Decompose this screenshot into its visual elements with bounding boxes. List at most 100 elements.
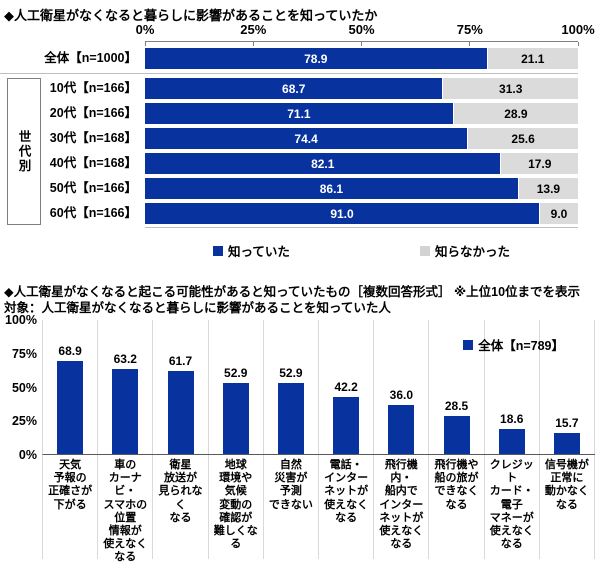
- bar-column: 28.5: [429, 320, 485, 454]
- segment-value-label: 91.0: [330, 206, 354, 221]
- bar-column: 15.7: [540, 320, 596, 454]
- bar-category-label: 自然 災害が 予測 できない: [264, 455, 320, 559]
- plot-bottom-border: [145, 227, 578, 228]
- bar-category-label: 信号機が 正常に 動かなく なる: [540, 455, 596, 559]
- category-labels-row: 天気 予報の 正確さが 下がる 車の カーナビ・ スマホの 位置 情報が 使えなく…: [42, 455, 596, 562]
- stacked-bar-row: 60代【n=166】 91.0 9.0: [0, 203, 578, 224]
- bar-value-label: 63.2: [113, 351, 137, 366]
- vertical-bar: [333, 397, 360, 454]
- segment-value-label: 13.9: [536, 181, 561, 196]
- segment-value-label: 86.1: [319, 181, 344, 196]
- row-category-label: 30代【n=168】: [49, 131, 137, 145]
- vertical-bar: [498, 428, 525, 454]
- legend-item-unknown: 知らなかった: [419, 241, 510, 260]
- y-axis-tick-label: 50%: [11, 380, 37, 395]
- row-category-label: 40代【n=168】: [49, 156, 137, 170]
- unknown-swatch-icon: [419, 245, 430, 256]
- segment-value-label: 9.0: [550, 206, 568, 221]
- stacked-bar-row: 30代【n=168】 74.4 25.6: [0, 128, 578, 149]
- stacked-bar-chart-section: ◆人工衛星がなくなると暮らしに影響があることを知っていたか 0% 25% 50% 75…: [0, 0, 600, 278]
- x-axis-tick-label: 0%: [135, 22, 155, 37]
- x-axis-tick-mark: [577, 42, 579, 46]
- stacked-bar-row: 40代【n=168】 82.1 17.9: [0, 153, 578, 174]
- bar-column: 36.0: [374, 320, 430, 454]
- bar-column: 18.6: [485, 320, 540, 454]
- generation-group-label: 世代別: [16, 129, 31, 174]
- row-category-label: 50代【n=166】: [49, 181, 137, 195]
- bar-value-label: 68.9: [58, 344, 82, 358]
- bar-segment-unknown: 17.9: [500, 153, 578, 174]
- bar-segment-unknown: 13.9: [517, 178, 578, 199]
- row-bar-track: 68.7 31.3: [145, 78, 578, 99]
- bar-value-label: 18.6: [500, 411, 524, 426]
- stacked-bar-rows: 全体【n=1000】 78.9 21.1 10代【n=166】 68.7 31.3 20代【…: [0, 48, 578, 228]
- bar-category-label: 車の カーナビ・ スマホの 位置 情報が 使えなく なる: [98, 455, 154, 562]
- bar-category-label: 天気 予報の 正確さが 下がる: [43, 455, 99, 559]
- bar-column: 52.9: [209, 320, 264, 454]
- bar-category-label: 飛行機や 船の旅が できなく なる: [429, 455, 485, 559]
- row-bar-track: 74.4 25.6: [145, 128, 578, 149]
- legend-label-known: 知っていた: [228, 245, 290, 259]
- row-bar-track: 86.1 13.9: [145, 178, 578, 199]
- vertical-bars-plot: 68.9 63.2 61.7 52.9 52.9 42.2 36.0 28.5 18.6 15.7: [42, 320, 596, 455]
- x-axis-tick-mark: [361, 42, 362, 46]
- y-axis-tick-label: 25%: [11, 414, 37, 429]
- vertical-chart-subtitle: 対象：人工衛星がなくなると暮らしに影響があることを知っていた人: [4, 301, 391, 315]
- stacked-chart-title: ◆人工衛星がなくなると暮らしに影響があることを知っていたか: [4, 8, 378, 23]
- bar-segment-known: 78.9: [145, 48, 487, 69]
- bar-column: 52.9: [264, 320, 320, 454]
- stacked-bar-row: 10代【n=166】 68.7 31.3: [0, 78, 578, 99]
- bar-column: 42.2: [319, 320, 375, 454]
- segment-value-label: 28.9: [504, 106, 528, 121]
- vertical-bar: [277, 382, 304, 454]
- row-bar-track: 82.1 17.9: [145, 153, 578, 174]
- segment-value-label: 68.7: [282, 81, 306, 96]
- x-axis-tick-mark: [144, 42, 146, 46]
- row-category-label: 全体【n=1000】: [44, 51, 137, 65]
- bar-category-label: 地球 環境や 気候 変動の 確認が 難しくなる: [209, 455, 264, 559]
- row-bar-track: 78.9 21.1: [145, 48, 578, 69]
- segment-value-label: 21.1: [521, 51, 545, 66]
- segment-value-label: 82.1: [311, 156, 335, 171]
- stacked-bar-row: 全体【n=1000】 78.9 21.1: [0, 48, 578, 69]
- bar-value-label: 61.7: [168, 353, 193, 368]
- bar-segment-known: 91.0: [145, 203, 540, 224]
- x-axis-tick-label: 50%: [348, 22, 375, 37]
- legend-item-known: 知っていた: [213, 241, 290, 260]
- y-axis-tick-label: 75%: [11, 346, 37, 361]
- stacked-bar-row: 20代【n=166】 71.1 28.9: [0, 103, 578, 124]
- x-axis-tick-mark: [469, 42, 471, 46]
- row-category-label: 20代【n=166】: [49, 106, 137, 120]
- bar-segment-unknown: 9.0: [539, 203, 578, 224]
- bar-segment-known: 74.4: [145, 128, 468, 149]
- x-axis-tick-label: 25%: [240, 22, 267, 37]
- segment-value-label: 31.3: [499, 81, 523, 96]
- vertical-bar: [388, 405, 415, 454]
- bar-column: 68.9: [43, 320, 99, 454]
- vertical-bar: [443, 415, 470, 454]
- vertical-bar: [57, 361, 84, 454]
- bar-category-label: 電話・ インター ネットが 使えなく なる: [319, 455, 375, 559]
- x-axis-tick-labels: 0% 25% 50% 75% 100%: [136, 22, 595, 38]
- total-group-divider: [0, 73, 578, 74]
- bar-segment-known: 86.1: [145, 178, 518, 199]
- bar-category-label: クレジット カード・ 電子 マネーが 使えなく なる: [485, 455, 540, 559]
- y-axis-tick-label: 0%: [18, 448, 37, 462]
- bar-segment-unknown: 31.3: [442, 78, 578, 99]
- y-axis-tick-labels: 100% 75% 50% 25% 0%: [0, 313, 37, 462]
- vertical-bar-chart-section: ◆人工衛星がなくなると起こる可能性があると知っていたもの［複数回答形式］ ※上位…: [0, 278, 600, 562]
- row-category-label: 60代【n=166】: [49, 206, 137, 220]
- x-axis-tick-mark: [252, 42, 254, 46]
- bar-category-label: 飛行機内・ 船内で インター ネットが 使えなく なる: [374, 455, 430, 559]
- stacked-bar-row: 50代【n=166】 86.1 13.9: [0, 178, 578, 199]
- bar-segment-known: 71.1: [145, 103, 453, 124]
- bar-segment-unknown: 21.1: [486, 48, 578, 69]
- row-category-label: 10代【n=166】: [49, 81, 137, 95]
- bar-segment-known: 82.1: [145, 153, 501, 174]
- legend-label-total: 全体【n=789】: [478, 339, 564, 353]
- bar-value-label: 42.2: [334, 380, 358, 395]
- x-axis-line: [144, 41, 579, 46]
- vertical-bar: [112, 368, 139, 454]
- bar-segment-known: 68.7: [145, 78, 443, 99]
- bar-value-label: 36.0: [389, 388, 413, 403]
